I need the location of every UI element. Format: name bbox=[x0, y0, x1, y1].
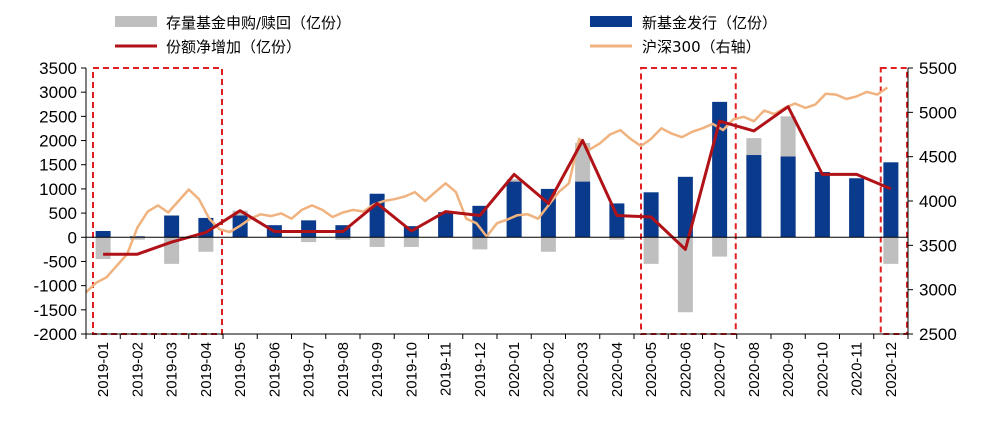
x-tick-label: 2019-07 bbox=[301, 342, 318, 397]
line-series bbox=[85, 86, 892, 294]
x-tick-label: 2019-10 bbox=[403, 342, 420, 397]
bar-existing-2019-12 bbox=[472, 237, 488, 250]
line-hs300 bbox=[85, 86, 889, 294]
y-right-tick-label: 5000 bbox=[919, 103, 957, 122]
bar-new-2020-12 bbox=[883, 162, 899, 238]
bar-new-2020-10 bbox=[814, 171, 830, 238]
x-tick-label: 2020-03 bbox=[575, 342, 592, 397]
legend-label-hs300: 沪深300（右轴） bbox=[642, 38, 761, 56]
x-tick-label: 2019-06 bbox=[266, 342, 283, 397]
x-tick-label: 2020-07 bbox=[712, 342, 729, 397]
y-left-tick-label: -1500 bbox=[34, 301, 77, 320]
x-tick-label: 2019-02 bbox=[129, 342, 146, 397]
y-left-tick-label: 0 bbox=[68, 228, 77, 247]
y-left-tick-label: -1000 bbox=[34, 277, 77, 296]
bar-new-2020-05 bbox=[643, 192, 659, 238]
bar-existing-2020-04 bbox=[609, 237, 625, 240]
bar-new-2019-11 bbox=[438, 212, 454, 238]
y-right-tick-label: 5500 bbox=[919, 59, 957, 78]
x-tick-label: 2020-02 bbox=[540, 342, 557, 397]
bar-new-2020-11 bbox=[849, 178, 865, 238]
y-left-tick-label: 2500 bbox=[39, 107, 77, 126]
bar-existing-2020-02 bbox=[540, 237, 556, 252]
legend: 存量基金申购/赎回（亿份） 新基金发行（亿份） 份额净增加（亿份） 沪深300（右轴） bbox=[115, 14, 777, 56]
bar-existing-2020-07 bbox=[712, 237, 728, 257]
bar-new-2020-09 bbox=[780, 156, 796, 238]
x-tick-label: 2019-03 bbox=[164, 342, 181, 397]
bar-existing-2020-06 bbox=[677, 237, 693, 313]
bar-new-2020-06 bbox=[677, 176, 693, 238]
x-tick-label: 2020-01 bbox=[506, 342, 523, 397]
x-tick-label: 2019-04 bbox=[198, 342, 215, 397]
bar-existing-2020-05 bbox=[643, 237, 659, 264]
x-tick-label: 2020-10 bbox=[814, 342, 831, 397]
x-tick-label: 2020-09 bbox=[780, 342, 797, 397]
x-tick-label: 2019-01 bbox=[95, 342, 112, 397]
bar-existing-2019-02 bbox=[129, 237, 145, 240]
y-right-tick-label: 4000 bbox=[919, 192, 957, 211]
legend-label-existing-fund: 存量基金申购/赎回（亿份） bbox=[166, 14, 351, 32]
x-tick-label: 2019-09 bbox=[369, 342, 386, 397]
y-right-tick-label: 4500 bbox=[919, 148, 957, 167]
bar-existing-2019-07 bbox=[301, 237, 317, 243]
bar-new-2020-08 bbox=[746, 155, 762, 238]
bar-series bbox=[95, 101, 899, 313]
x-tick-label: 2020-04 bbox=[609, 342, 626, 397]
y-left-tick-label: -500 bbox=[43, 252, 77, 271]
y-left-tick-label: -2000 bbox=[34, 325, 77, 344]
legend-label-net-increase: 份额净增加（亿份） bbox=[166, 38, 301, 56]
bar-new-2019-07 bbox=[301, 220, 317, 238]
bar-existing-2020-12 bbox=[883, 237, 899, 264]
legend-swatch-existing-fund bbox=[115, 16, 157, 27]
highlight-box-1 bbox=[92, 67, 223, 335]
x-tick-label: 2020-11 bbox=[849, 342, 866, 396]
y-right-tick-label: 3000 bbox=[919, 281, 957, 300]
bar-new-2019-03 bbox=[164, 215, 180, 238]
x-tick-label: 2020-08 bbox=[746, 342, 763, 397]
y-left-tick-label: 500 bbox=[49, 204, 77, 223]
y-right-tick-label: 3500 bbox=[919, 236, 957, 255]
bar-existing-2019-04 bbox=[198, 237, 214, 252]
y-left-tick-label: 1000 bbox=[39, 180, 77, 199]
y-left-tick-label: 2000 bbox=[39, 132, 77, 151]
x-tick-label: 2019-08 bbox=[335, 342, 352, 397]
bar-existing-2019-09 bbox=[369, 237, 385, 247]
bar-existing-2019-10 bbox=[403, 237, 419, 247]
y-left-tick-label: 3000 bbox=[39, 83, 77, 102]
bar-new-2019-01 bbox=[95, 230, 111, 238]
y-left-tick-label: 3500 bbox=[39, 59, 77, 78]
line-net-increase bbox=[103, 105, 892, 256]
legend-label-new-fund: 新基金发行（亿份） bbox=[642, 14, 777, 32]
legend-swatch-new-fund bbox=[590, 16, 632, 27]
x-tick-label: 2019-11 bbox=[438, 342, 455, 396]
y-right-tick-label: 2500 bbox=[919, 325, 957, 344]
bar-existing-2019-01 bbox=[95, 237, 111, 260]
bar-new-2020-03 bbox=[575, 181, 591, 238]
y-left-tick-label: 1500 bbox=[39, 156, 77, 175]
bar-new-2020-01 bbox=[506, 181, 522, 238]
bar-new-2020-04 bbox=[609, 203, 625, 238]
x-tick-label: 2019-05 bbox=[232, 342, 249, 397]
x-tick-label: 2020-05 bbox=[643, 342, 660, 397]
x-tick-label: 2020-06 bbox=[677, 342, 694, 397]
x-tick-label: 2019-12 bbox=[472, 342, 489, 397]
x-tick-label: 2020-12 bbox=[883, 342, 900, 397]
axes: -2000 -1500 -1000 -500 0 500 1000 1500 2000 2500 3… bbox=[34, 59, 957, 397]
bar-existing-2019-08 bbox=[335, 237, 351, 240]
